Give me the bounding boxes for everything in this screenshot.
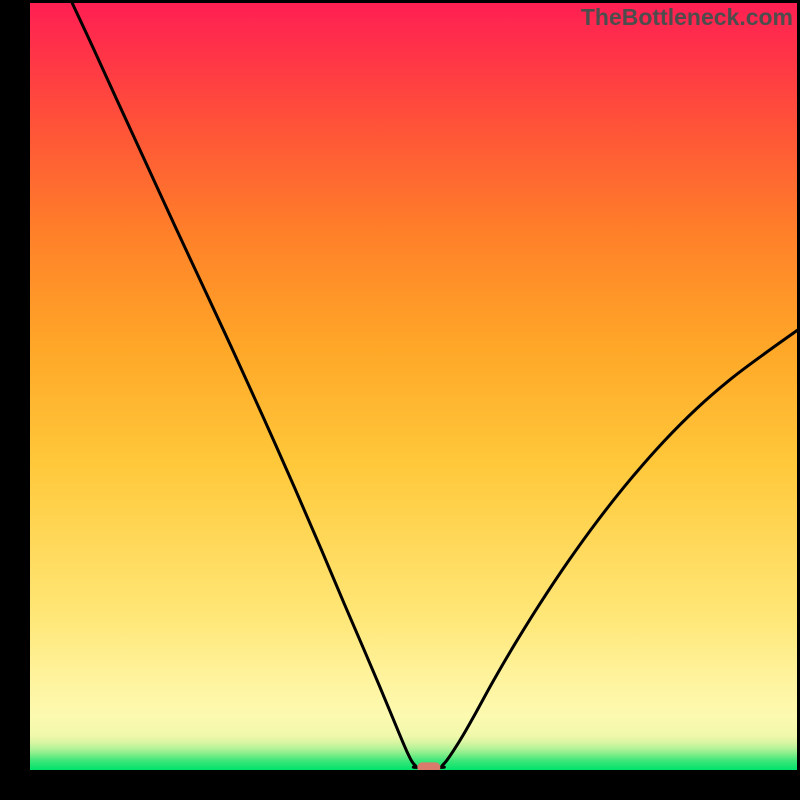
watermark-text: TheBottleneck.com bbox=[581, 4, 793, 31]
bottleneck-curve bbox=[72, 3, 797, 767]
curve-layer bbox=[30, 3, 797, 770]
plot-area bbox=[30, 3, 797, 770]
chart-container: TheBottleneck.com bbox=[0, 0, 800, 800]
minimum-marker bbox=[417, 762, 440, 770]
